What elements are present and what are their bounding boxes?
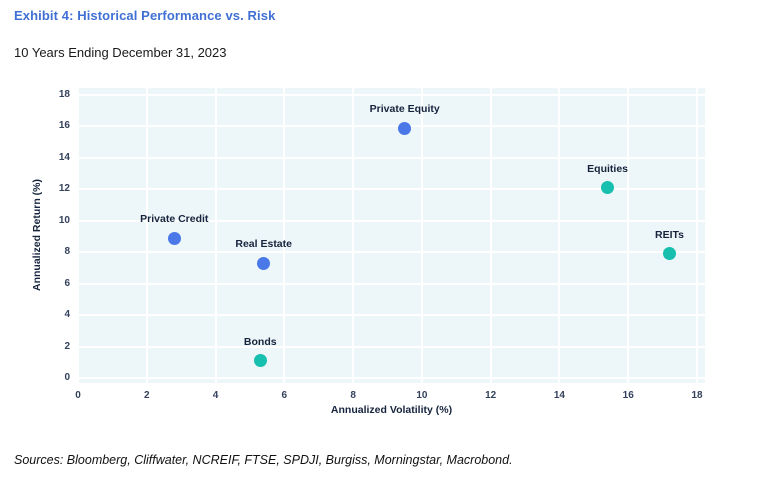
vertical-gridline (489, 88, 492, 383)
x-tick-label: 16 (622, 390, 634, 401)
data-point (398, 121, 412, 135)
x-axis-label: Annualized Volatility (%) (330, 404, 453, 416)
horizontal-gridline (78, 345, 705, 348)
x-tick-label: 6 (281, 390, 288, 401)
x-tick-label: 8 (350, 390, 356, 401)
exhibit-title: Exhibit 4: Historical Performance vs. Ri… (14, 8, 276, 23)
y-tick-label: 8 (64, 246, 70, 258)
data-point (662, 247, 676, 261)
point-label: Equities (587, 162, 628, 175)
y-tick-label: 2 (64, 340, 70, 352)
y-tick-label: 4 (64, 309, 70, 321)
horizontal-gridline (78, 377, 705, 379)
point-label: Private Equity (369, 103, 440, 116)
vertical-gridline (283, 88, 286, 383)
x-tick-label: 12 (485, 390, 497, 401)
y-tick-label: 6 (64, 277, 70, 289)
point-label: Private Credit (140, 213, 209, 226)
y-axis-label: Annualized Return (%) (31, 179, 43, 291)
y-tick-label: 18 (58, 89, 70, 100)
x-tick-label: 10 (416, 390, 428, 401)
data-point (257, 256, 271, 270)
horizontal-gridline (78, 188, 705, 191)
data-point (167, 231, 181, 245)
sources-note: Sources: Bloomberg, Cliffwater, NCREIF, … (14, 453, 513, 467)
vertical-gridline (558, 88, 561, 383)
point-label: Bonds (243, 335, 277, 348)
horizontal-gridline (78, 282, 705, 285)
y-tick-label: 16 (58, 120, 70, 132)
horizontal-gridline (78, 94, 705, 96)
plot-area (78, 88, 705, 383)
data-point (601, 181, 615, 195)
point-label: Real Estate (235, 238, 292, 251)
y-tick-label: 10 (58, 214, 70, 226)
x-tick-label: 14 (553, 390, 565, 401)
x-tick-label: 2 (143, 390, 150, 401)
vertical-gridline (145, 88, 148, 383)
vertical-gridline (77, 88, 79, 383)
horizontal-gridline (78, 314, 705, 317)
vertical-gridline (352, 88, 355, 383)
y-tick-label: 14 (58, 151, 70, 163)
horizontal-gridline (78, 219, 705, 222)
horizontal-gridline (78, 125, 705, 128)
vertical-gridline (214, 88, 217, 383)
x-tick-label: 18 (691, 390, 703, 401)
x-tick-label: 0 (75, 390, 81, 401)
horizontal-gridline (78, 251, 705, 254)
y-tick-label: 0 (64, 372, 70, 383)
horizontal-gridline (78, 156, 705, 159)
point-label: REITs (654, 228, 684, 241)
vertical-gridline (627, 88, 630, 383)
x-tick-label: 4 (212, 390, 219, 401)
chart-subtitle: 10 Years Ending December 31, 2023 (14, 45, 227, 60)
vertical-gridline (420, 88, 423, 383)
vertical-gridline (696, 88, 698, 383)
y-tick-label: 12 (58, 183, 70, 195)
data-point (253, 354, 267, 368)
